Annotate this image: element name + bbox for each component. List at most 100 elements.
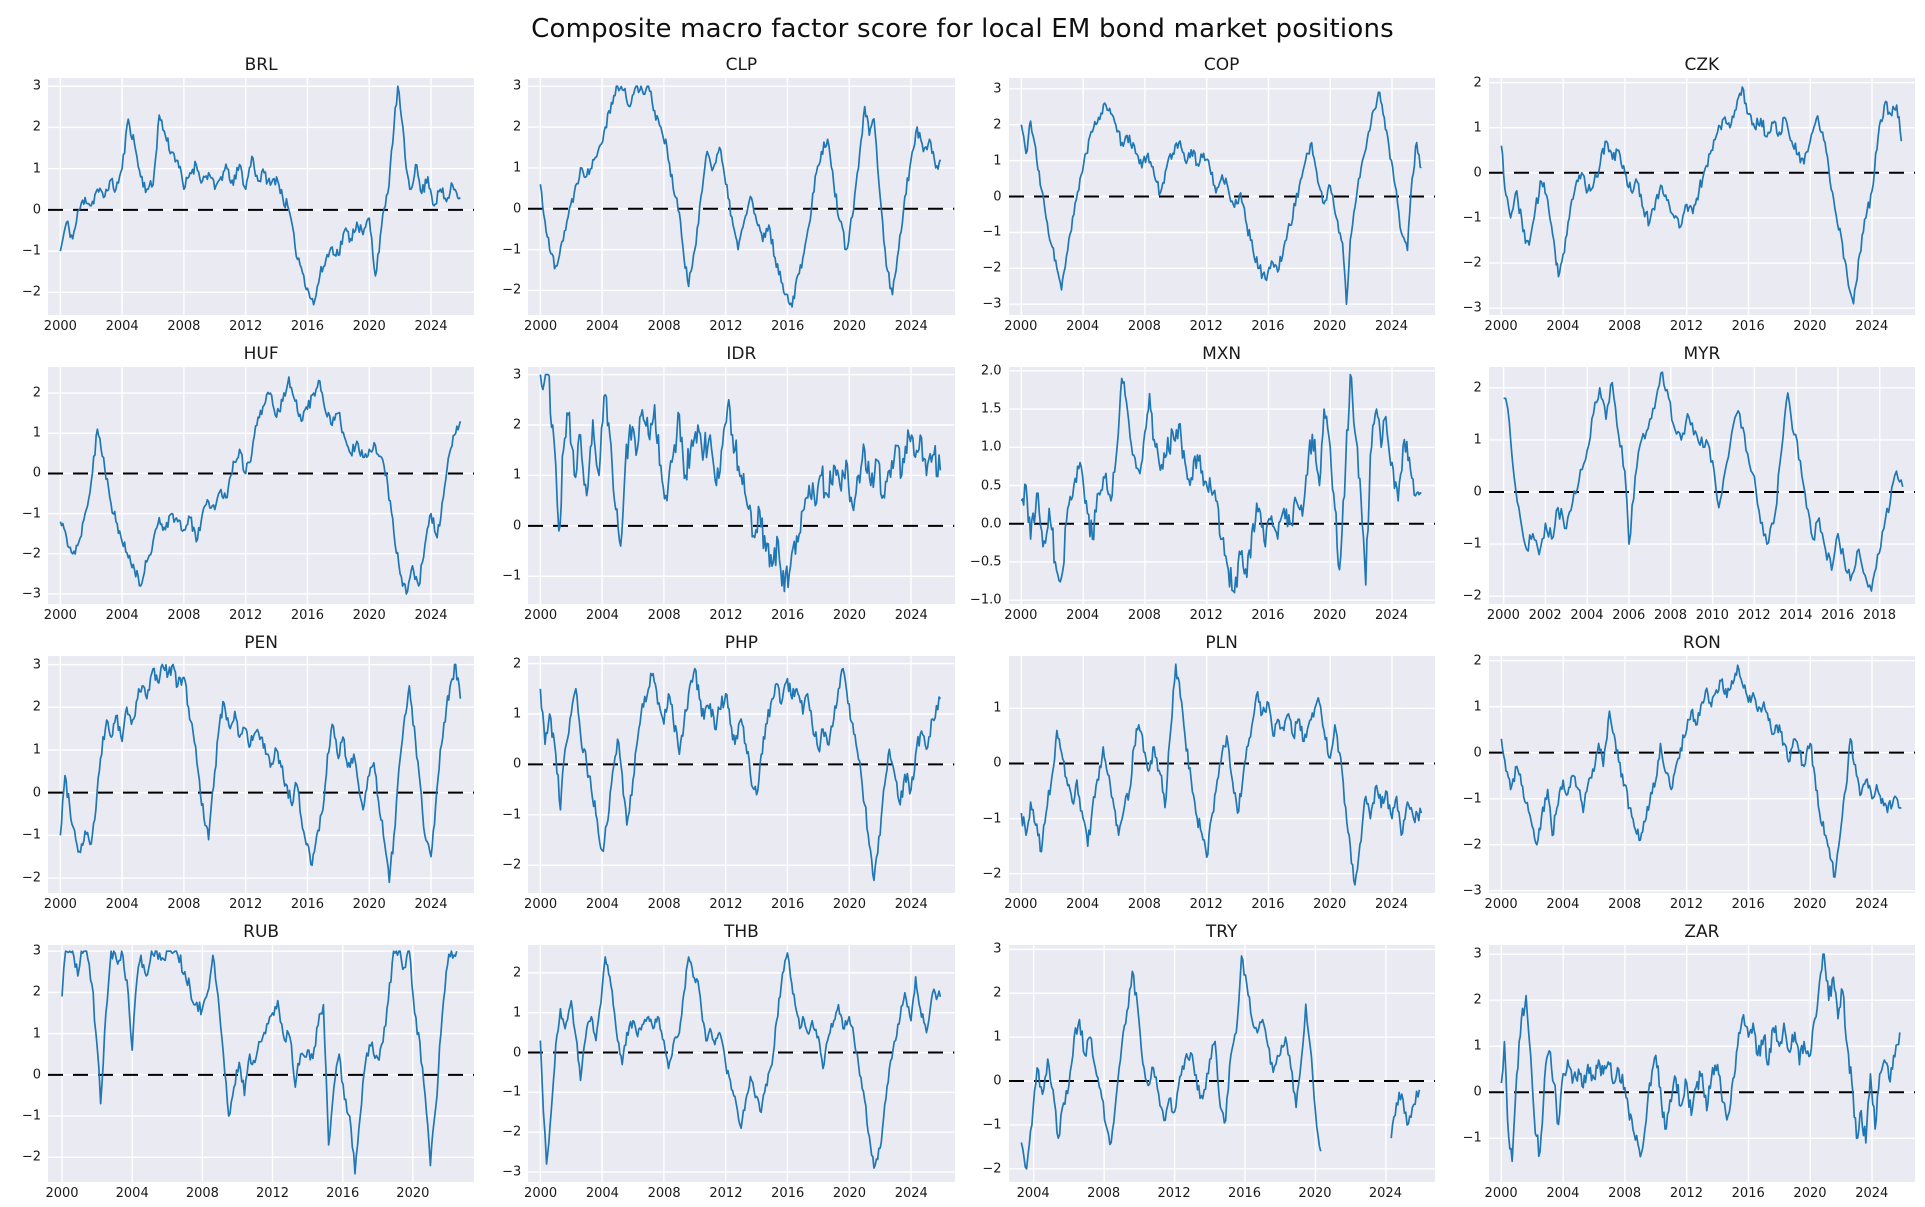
- plot-area: [48, 367, 475, 604]
- x-axis-tick-label: 2020: [352, 319, 386, 334]
- y-axis-tick-label: 1: [32, 425, 41, 441]
- x-axis: 2000 2004 2008 2012 2016 2020 2024: [524, 1182, 954, 1204]
- y-axis-tick-label: 0: [512, 1045, 522, 1061]
- y-axis-tick-label: 0.0: [980, 516, 1002, 532]
- y-axis-tick-label: −1: [1462, 536, 1482, 552]
- y-axis-tick-label: 0: [1473, 484, 1482, 500]
- x-axis-tick-label: 2016: [290, 319, 324, 334]
- y-axis-tick-label: −3: [502, 1164, 522, 1180]
- subplot-title: RUB: [243, 922, 280, 942]
- y-axis-tick-label: 0: [1473, 165, 1482, 181]
- x-axis-tick-label: 2008: [647, 608, 681, 623]
- x-axis-tick-label: 2020: [832, 608, 867, 623]
- y-axis-tick-label: 1: [32, 161, 41, 177]
- y-axis-tick-label: 2: [993, 117, 1002, 133]
- subplot-zar: ZAR −1 0 1 2 3 2000 2004 2008 2012 2016 2020 2024: [1451, 921, 1915, 1204]
- y-axis-tick-label: 0: [993, 189, 1002, 204]
- x-axis-tick-label: 2000: [43, 319, 77, 334]
- plot-area: [1008, 367, 1435, 604]
- y-axis-tick-label: −1: [502, 1084, 522, 1100]
- x-axis-tick-label: 2000: [1484, 1186, 1518, 1201]
- x-axis-tick-label: 2004: [1546, 897, 1580, 912]
- x-axis-tick-label: 2024: [1855, 319, 1889, 334]
- x-axis: 2000 2004 2008 2012 2016 2020 2024: [1004, 893, 1435, 915]
- y-axis-tick-label: −0.5: [969, 554, 1002, 570]
- x-axis-tick-label: 2016: [1251, 897, 1285, 912]
- x-axis-tick-label: 2008: [647, 319, 681, 334]
- plot-area: [1488, 78, 1915, 315]
- series-line: [62, 951, 457, 1174]
- x-axis: 2000 2004 2008 2012 2016 2020 2024: [44, 893, 474, 915]
- y-axis-tick-label: 3: [512, 367, 522, 383]
- x-axis-tick-label: 2000: [1486, 608, 1520, 623]
- plot-area: [528, 945, 955, 1182]
- y-axis: −2 −1 0 1 2 3: [971, 942, 1009, 1182]
- x-axis-tick-label: 2020: [1298, 1186, 1332, 1201]
- x-axis-tick-label: 2000: [45, 1186, 79, 1201]
- subplot-thb: THB −3 −2 −1 0 1 2 2000 2004 2008 2012 2016 2020 2024: [490, 921, 955, 1204]
- y-axis: −1.0 −0.5 0.0 0.5 1.0 1.5 2.0: [969, 363, 1009, 607]
- y-axis-tick-label: −2: [502, 282, 522, 298]
- y-axis-tick-label: 2: [1473, 75, 1482, 90]
- x-axis-tick-label: 2024: [414, 608, 448, 623]
- y-axis-tick-label: 2.0: [980, 363, 1002, 379]
- series-line: [541, 375, 941, 592]
- x-axis-tick-label: 2010: [1695, 608, 1729, 623]
- subplot-title: RON: [1682, 633, 1721, 653]
- y-axis-tick-label: 0: [32, 202, 41, 218]
- y-axis-tick-label: 0: [1473, 745, 1482, 761]
- subplot-huf: HUF −3 −2 −1 0 1 2 2000 2004 2008 2012 2016 2020 2024: [10, 343, 475, 626]
- x-axis-tick-label: 2020: [396, 1186, 430, 1201]
- x-axis-tick-label: 2016: [771, 1186, 805, 1201]
- x-axis-tick-label: 2008: [167, 608, 201, 623]
- y-axis-tick-label: 3: [32, 943, 41, 959]
- y-axis-tick-label: −2: [502, 1124, 522, 1140]
- series-line: [1501, 954, 1899, 1161]
- y-axis: −1 0 1 2 3: [1451, 945, 1489, 1182]
- x-axis-tick-label: 2012: [229, 897, 263, 912]
- subplot-title: BRL: [244, 55, 278, 75]
- plot-area: [48, 656, 475, 893]
- x-axis-tick-label: 2012: [709, 608, 743, 623]
- y-axis-tick-label: 1: [993, 153, 1002, 169]
- x-axis-tick-label: 2012: [1157, 1186, 1191, 1201]
- x-axis: 2000 2004 2008 2012 2016 2020 2024: [1004, 604, 1435, 626]
- x-axis-tick-label: 2024: [1374, 608, 1409, 623]
- subplot-idr: IDR −1 0 1 2 3 2000 2004 2008 2012 2016 2020 2024: [490, 343, 955, 626]
- series-line: [1503, 372, 1902, 591]
- y-axis-tick-label: −1.0: [969, 592, 1002, 608]
- y-axis-tick-label: 1: [993, 700, 1002, 716]
- y-axis-tick-label: 0: [32, 785, 41, 801]
- series-line: [60, 665, 460, 883]
- x-axis-tick-label: 2012: [709, 1186, 743, 1201]
- subplot-czk: CZK −3 −2 −1 0 1 2 2000 2004 2008 2012 2016 2020 2024: [1451, 54, 1915, 337]
- x-axis-tick-label: 2012: [229, 608, 263, 623]
- x-axis-tick-label: 2008: [1127, 608, 1161, 623]
- subplot-brl: BRL −2 −1 0 1 2 3 2000 2004 2008 2012 2016 2020 2024: [10, 54, 475, 337]
- y-axis: −1 0 1 2 3: [490, 367, 528, 604]
- y-axis: −2 −1 0 1 2 3: [10, 78, 48, 315]
- plot-area: [528, 78, 955, 315]
- x-axis: 2000 2004 2008 2012 2016 2020 2024: [524, 893, 954, 915]
- x-axis-tick-label: 2000: [524, 608, 558, 623]
- y-axis-tick-label: 2: [512, 656, 522, 672]
- x-axis-tick-label: 2020: [832, 897, 867, 912]
- y-axis-tick-label: 3: [512, 78, 522, 94]
- x-axis-tick-label: 2004: [115, 1186, 149, 1201]
- x-axis-tick-label: 2012: [1189, 608, 1223, 623]
- subplot-mxn: MXN −1.0 −0.5 0.0 0.5 1.0 1.5 2.0 2000 2004 2008 20…: [969, 343, 1435, 626]
- subplot-title: PHP: [724, 633, 759, 653]
- x-axis-tick-label: 2012: [1189, 897, 1223, 912]
- subplot-try: TRY −2 −1 0 1 2 3 2004 2008 2012 2016 2020 2024: [971, 921, 1435, 1204]
- y-axis-tick-label: 3: [1473, 946, 1482, 962]
- y-axis-tick-label: 0: [993, 755, 1002, 771]
- y-axis-tick-label: −1: [21, 1108, 41, 1124]
- subplot-title: CLP: [725, 55, 758, 75]
- y-axis-tick-label: −1: [502, 568, 522, 584]
- y-axis-tick-label: 3: [32, 78, 41, 94]
- y-axis-tick-label: 0: [512, 201, 522, 217]
- plot-area: [48, 945, 475, 1182]
- subplot-clp: CLP −2 −1 0 1 2 3 2000 2004 2008 2012 2016 2020 2024: [490, 54, 955, 337]
- x-axis: 2004 2008 2012 2016 2020 2024: [1009, 1182, 1435, 1204]
- y-axis-tick-label: 1: [993, 1029, 1002, 1045]
